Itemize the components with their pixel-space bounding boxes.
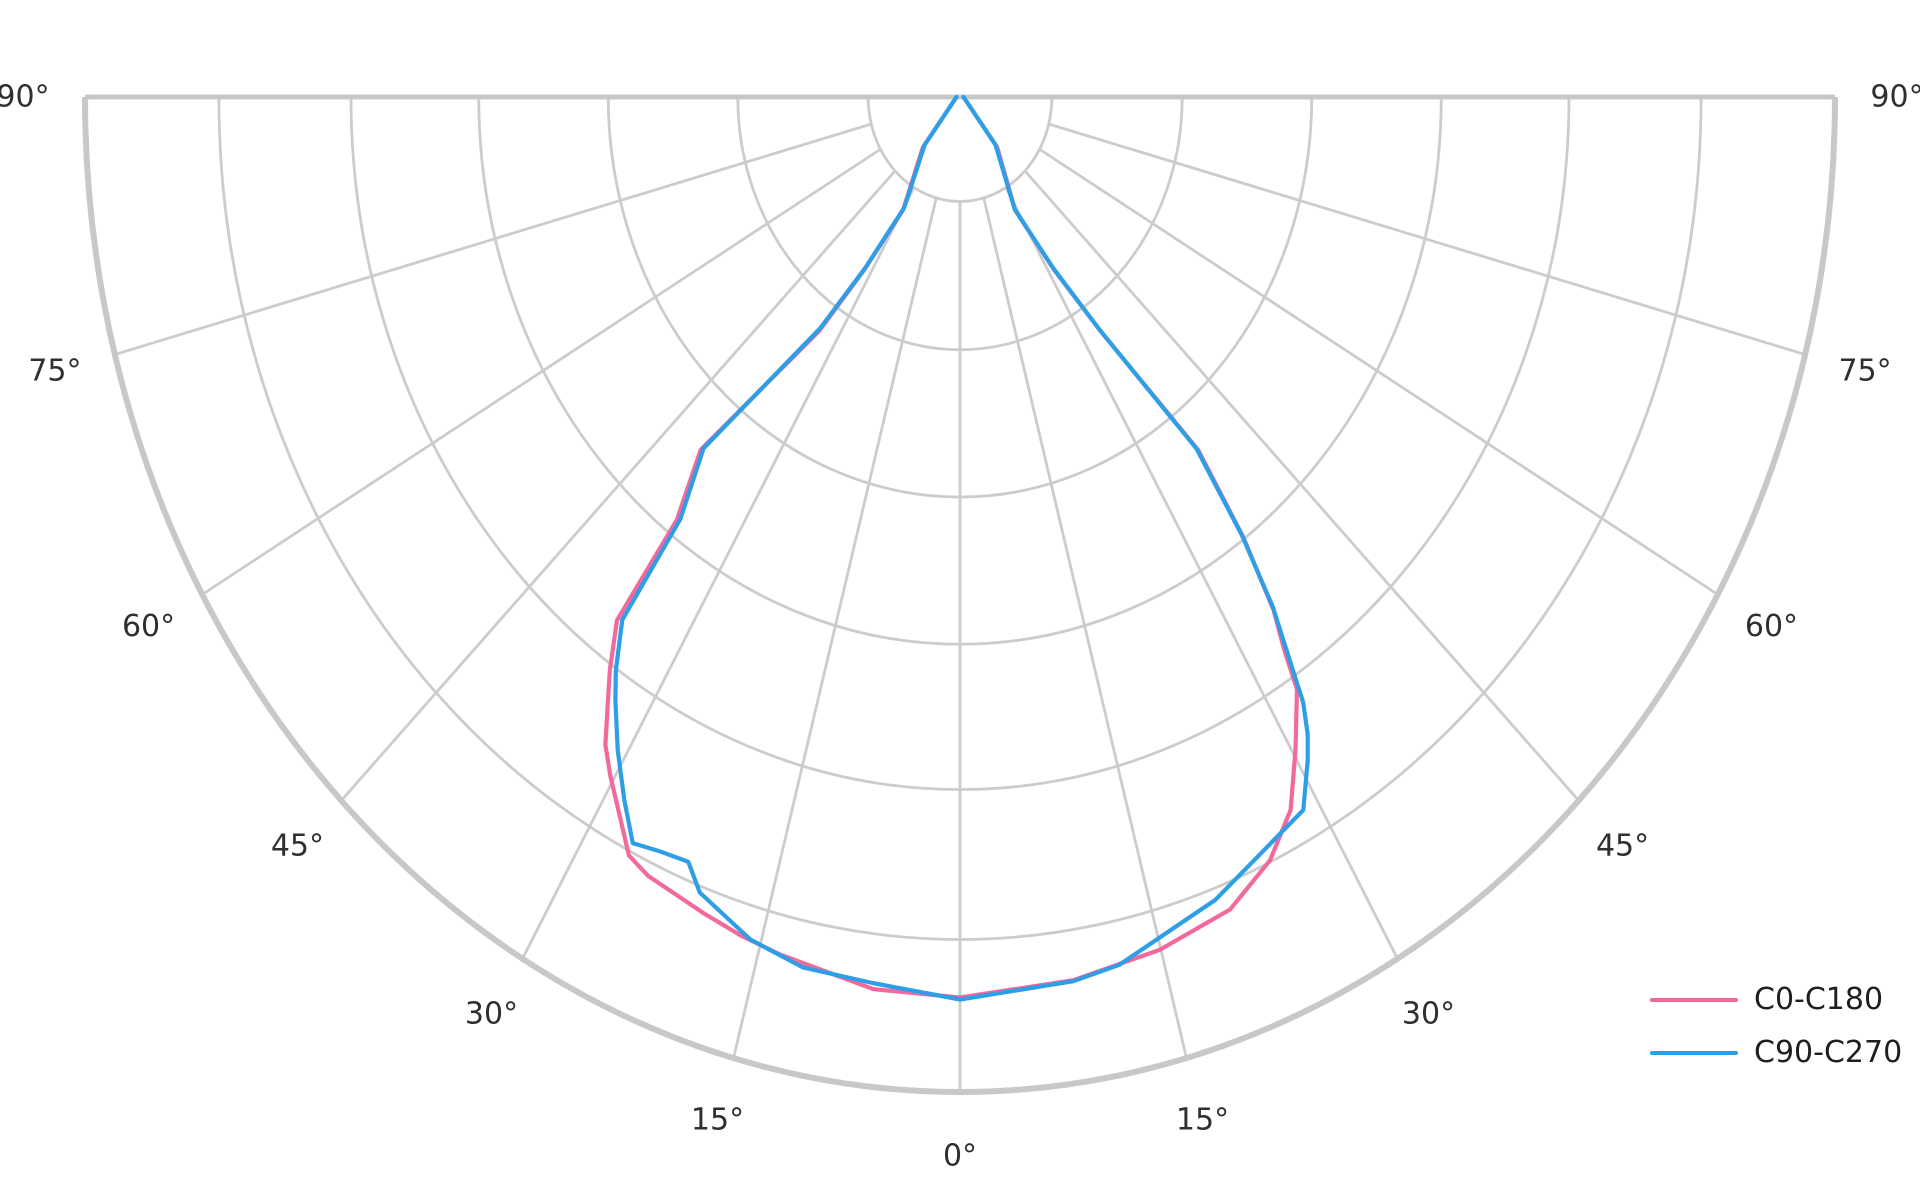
radial-gridline bbox=[521, 186, 916, 960]
radial-gridline bbox=[1038, 148, 1719, 596]
angle-tick-label: 90° bbox=[1870, 80, 1920, 115]
legend-swatch-c90-c270 bbox=[1650, 1051, 1738, 1055]
outer-arc-spine bbox=[82, 96, 1838, 1095]
legend-label-c90-c270: C90-C270 bbox=[1754, 1035, 1903, 1070]
angle-tick-label: 75° bbox=[1838, 354, 1891, 389]
angle-tick-label: 15° bbox=[691, 1102, 744, 1137]
legend-label-c0-c180: C0-C180 bbox=[1754, 982, 1884, 1017]
radial-gridline bbox=[1048, 122, 1806, 356]
angle-tick-label: 0° bbox=[943, 1139, 977, 1174]
angle-tick-label: 15° bbox=[1176, 1102, 1229, 1137]
angle-tick-label: 90° bbox=[0, 80, 50, 115]
series-curve-c90-c270 bbox=[613, 94, 1310, 1002]
angle-tick-label: 60° bbox=[1745, 609, 1798, 644]
angle-tick-label: 60° bbox=[122, 609, 175, 644]
radial-gridline bbox=[1004, 186, 1399, 960]
angle-tick-label: 75° bbox=[28, 354, 81, 389]
angle-tick-label: 30° bbox=[465, 997, 518, 1032]
legend: C0-C180 C90-C270 bbox=[1650, 982, 1902, 1071]
radial-gridline bbox=[340, 169, 897, 802]
radial-gridline bbox=[114, 122, 872, 356]
radial-gridline bbox=[1023, 169, 1580, 802]
ring-gridline bbox=[866, 96, 1054, 203]
series-curve-c0-c180 bbox=[603, 94, 1300, 1000]
legend-swatch-c0-c180 bbox=[1650, 998, 1738, 1002]
radial-gridline bbox=[732, 197, 938, 1059]
angle-tick-label: 30° bbox=[1402, 997, 1455, 1032]
angle-tick-label: 45° bbox=[1596, 828, 1649, 863]
angle-tick-label: 45° bbox=[271, 828, 324, 863]
legend-item-c0-c180: C0-C180 bbox=[1650, 982, 1902, 1018]
legend-item-c90-c270: C90-C270 bbox=[1650, 1035, 1902, 1071]
radial-gridline bbox=[982, 197, 1188, 1059]
radial-gridline bbox=[201, 148, 882, 596]
